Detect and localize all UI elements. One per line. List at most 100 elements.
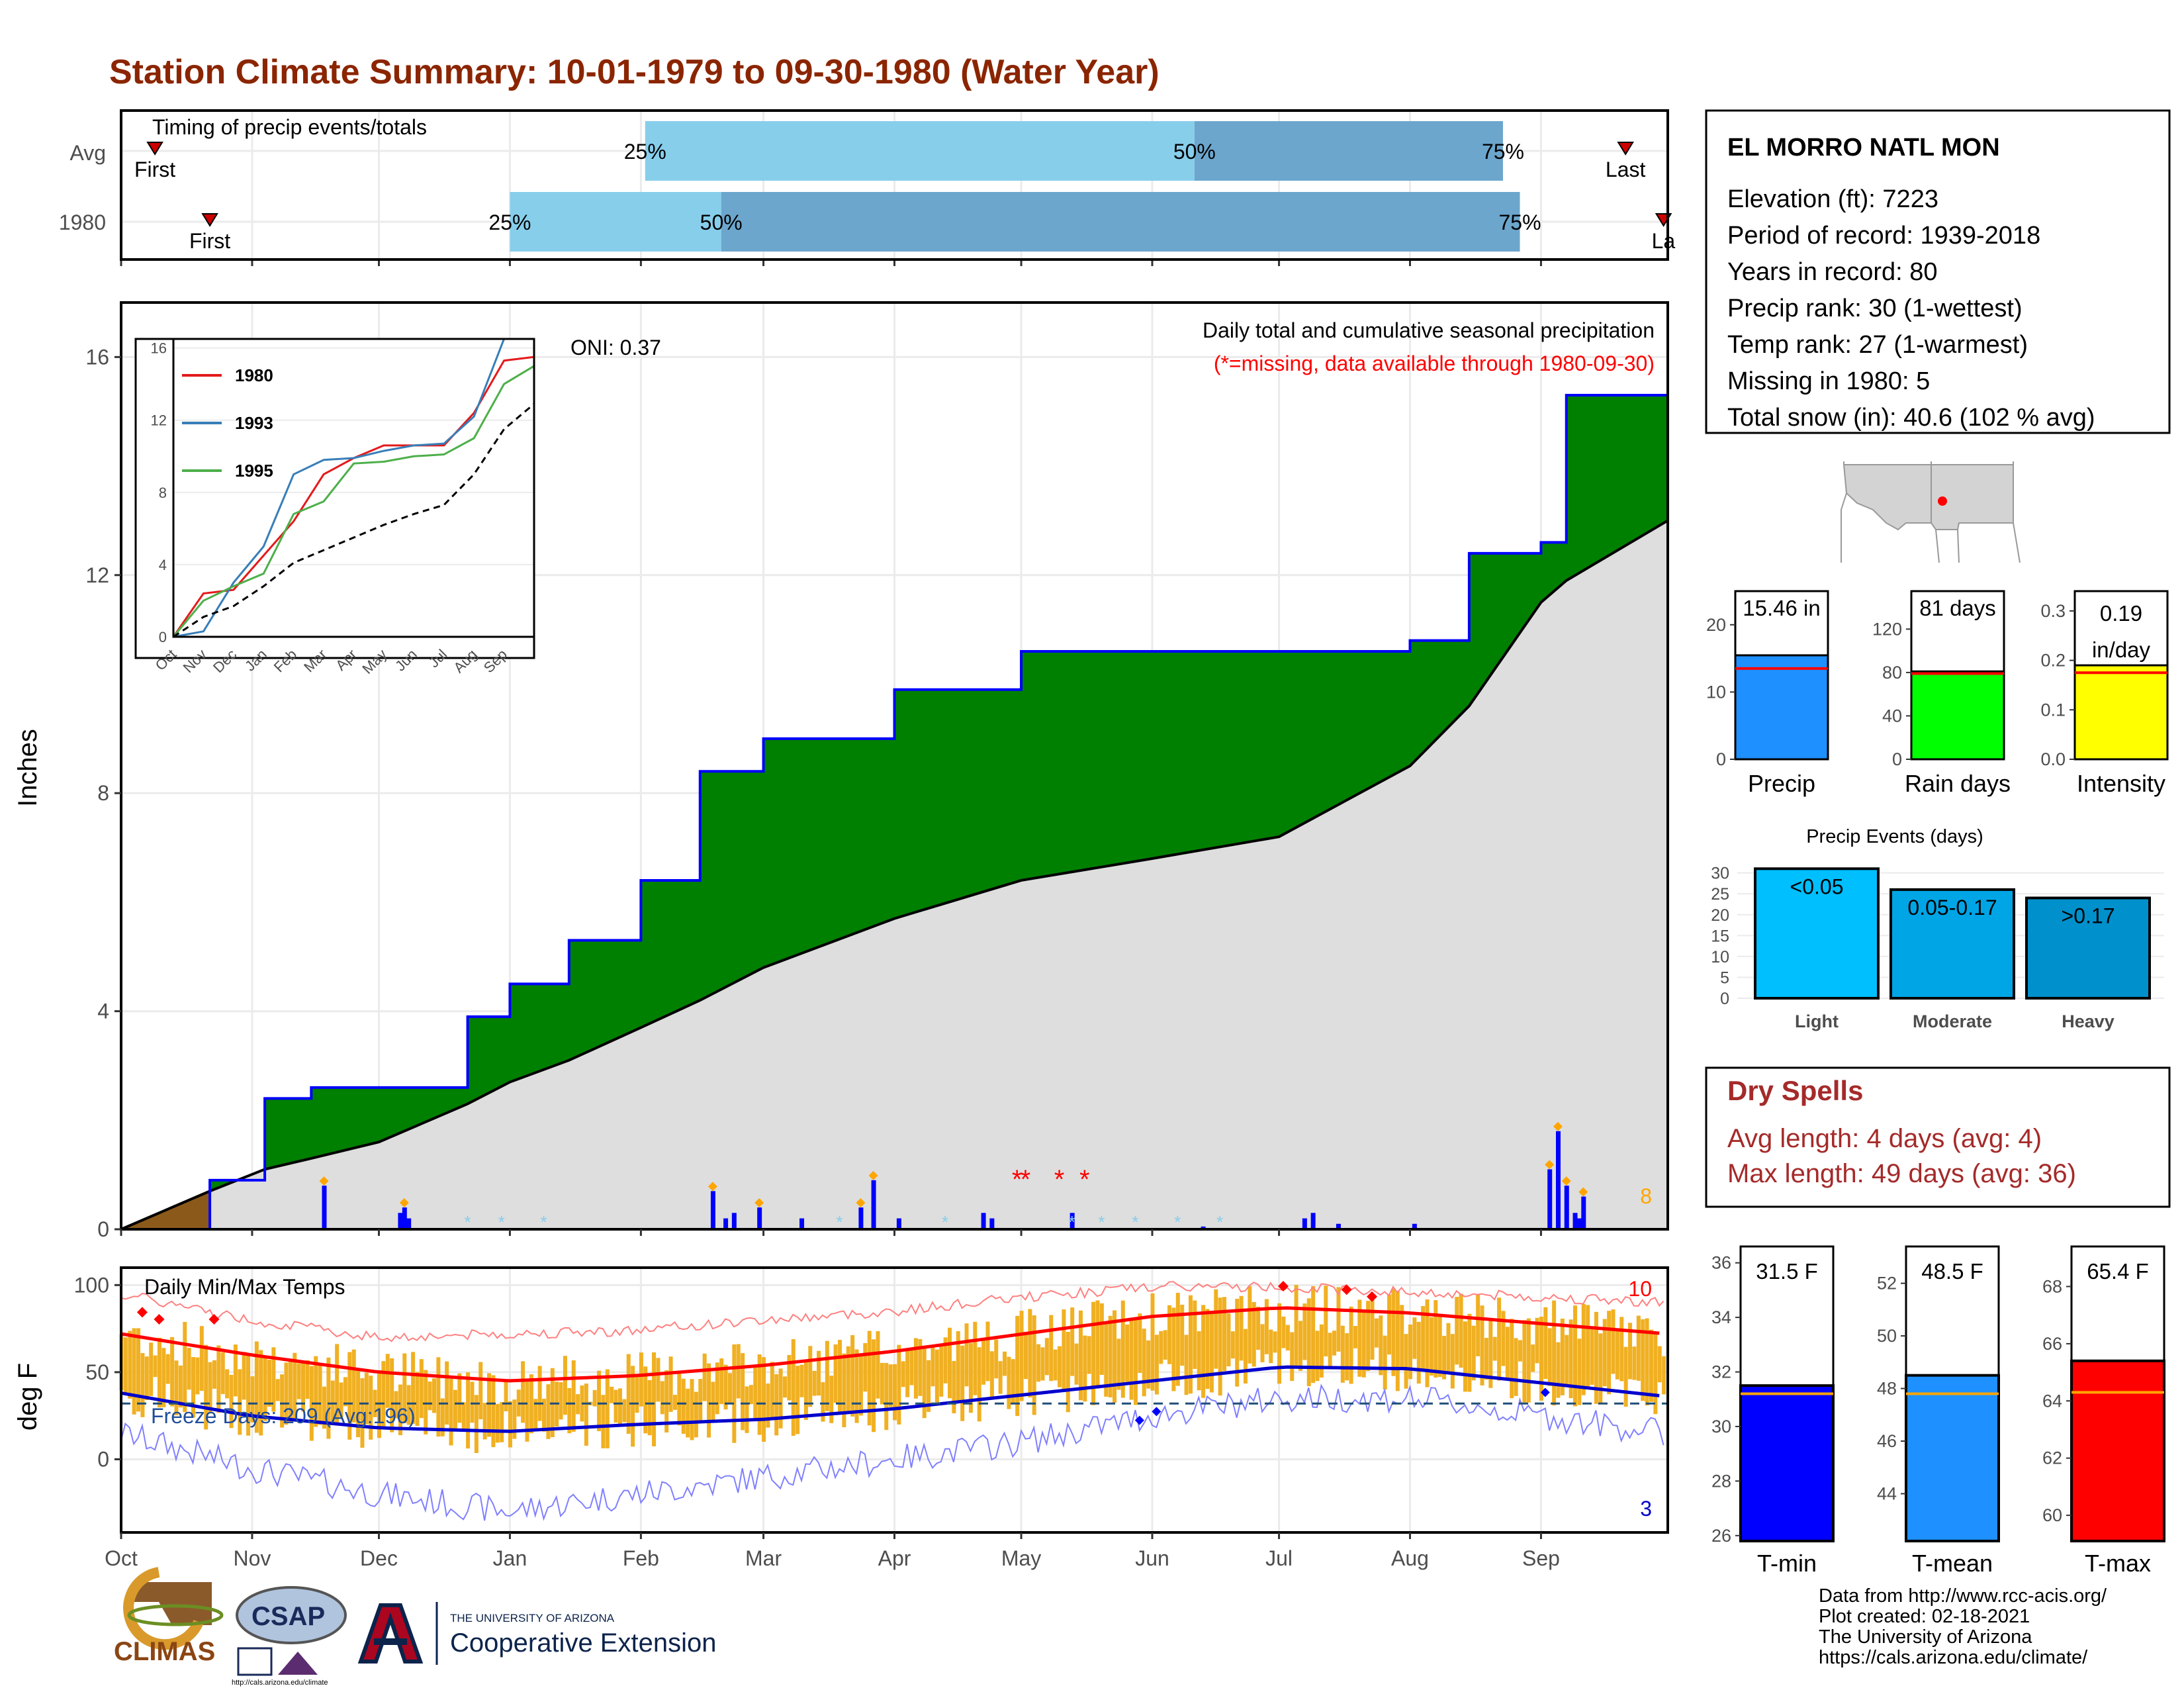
daily-temp-bar (1569, 1319, 1573, 1399)
daily-temp-bar (1023, 1331, 1028, 1380)
location-map (1839, 461, 2024, 564)
daily-temp-bar (698, 1379, 703, 1422)
daily-precip-bar (1581, 1196, 1586, 1229)
daily-temp-bar (787, 1354, 792, 1401)
daily-precip-bar (398, 1213, 403, 1229)
daily-temp-bar (782, 1376, 787, 1398)
daily-precip-bar (1310, 1213, 1316, 1229)
daily-temp-bar (643, 1366, 648, 1434)
daily-temp-bar (639, 1352, 643, 1407)
daily-temp-bar (1556, 1342, 1561, 1398)
daily-temp-bar (1607, 1311, 1612, 1395)
daily-temp-bar (981, 1340, 986, 1385)
events-tick-label: 0 (1720, 990, 1729, 1008)
events-tick-label: 10 (1711, 948, 1729, 966)
daily-temp-bar (1248, 1286, 1252, 1364)
daily-temp-bar (863, 1342, 868, 1392)
daily-temp-bar (736, 1344, 741, 1399)
temp-bar-fill (1739, 1384, 1835, 1543)
daily-temp-bar (309, 1366, 314, 1441)
daily-temp-bar (821, 1382, 825, 1422)
daily-temp-bar (723, 1364, 728, 1410)
events-tick-label: 20 (1711, 906, 1729, 925)
daily-temp-bar (1028, 1309, 1032, 1398)
daily-temp-bar (1408, 1324, 1412, 1380)
daily-precip-bar (731, 1213, 737, 1229)
daily-temp-bar (1636, 1315, 1641, 1381)
heavy-event-marker (1561, 1176, 1571, 1186)
month-tick-label: May (1001, 1546, 1041, 1570)
daily-temp-bar (702, 1353, 707, 1401)
first-event-label: First (189, 229, 230, 253)
station-location-dot (1938, 496, 1947, 506)
month-tick-label: Sep (1522, 1546, 1560, 1570)
temp-bar-tick-label: 66 (2042, 1334, 2062, 1354)
events-category-label: Moderate (1913, 1011, 1992, 1031)
ua-big-text: Cooperative Extension (450, 1628, 716, 1658)
daily-temp-bar (415, 1372, 420, 1427)
daily-temp-bar (1260, 1324, 1265, 1362)
month-tick-label: Mar (745, 1546, 782, 1570)
credit-line-3: The University of Arizona (1819, 1626, 2032, 1648)
inset-legend-label: 1995 (235, 461, 273, 481)
daily-temp-bar (1125, 1324, 1130, 1382)
daily-temp-bar (419, 1359, 424, 1419)
month-tick-label: Nov (233, 1546, 271, 1570)
snow-marker-icon: * (1132, 1212, 1138, 1232)
timing-q25-label: 25% (624, 140, 666, 164)
record-high-marker (1277, 1280, 1289, 1291)
record-high-marker (208, 1313, 220, 1325)
daily-temp-bar (567, 1387, 572, 1434)
daily-temp-bar (998, 1361, 1003, 1394)
daily-temp-bar (1040, 1347, 1045, 1381)
daily-temp-bar (876, 1331, 880, 1399)
snow-marker-icon: * (836, 1212, 842, 1232)
daily-temp-bar (948, 1327, 952, 1399)
daily-temp-bar (934, 1349, 939, 1403)
daily-temp-bar (1281, 1316, 1286, 1348)
daily-temp-bar (631, 1366, 635, 1447)
daily-temp-bar (1518, 1340, 1523, 1362)
daily-temp-bar (1269, 1329, 1273, 1364)
daily-precip-bar (858, 1207, 864, 1229)
summary-bar-tick-label: 80 (1882, 663, 1902, 682)
daily-temp-bar (1226, 1313, 1231, 1367)
daily-temp-bar (461, 1402, 466, 1431)
daily-temp-bar (1662, 1356, 1666, 1395)
daily-temp-bar (390, 1358, 394, 1432)
daily-temp-bar (1298, 1321, 1302, 1371)
daily-temp-bar (1463, 1321, 1468, 1392)
summary-bar-tick-label: 0.0 (2040, 749, 2066, 769)
credit-line-1: Data from http://www.rcc-acis.org/ (1819, 1585, 2107, 1607)
temp-bar-value: 65.4 F (2087, 1259, 2149, 1284)
daily-temp-bar (263, 1358, 267, 1421)
daily-temp-bar (267, 1360, 271, 1407)
station-name: EL MORRO NATL MON (1727, 134, 2000, 162)
daily-temp-bar (1235, 1299, 1240, 1387)
dry-spells-avg: Avg length: 4 days (avg: 4) (1727, 1124, 2042, 1153)
daily-temp-bar (157, 1337, 161, 1408)
daily-temp-bar (1425, 1299, 1430, 1387)
daily-temp-bar (707, 1363, 711, 1438)
daily-temp-bar (592, 1389, 597, 1407)
climas-logo: CLIMAS (114, 1567, 224, 1666)
daily-temp-bar (1332, 1331, 1337, 1356)
temp-bar-tick-label: 50 (1877, 1326, 1897, 1346)
daily-temp-bar (719, 1358, 724, 1405)
daily-temp-bar (123, 1337, 128, 1394)
daily-temp-bar (1535, 1317, 1539, 1364)
daily-temp-bar (1290, 1332, 1295, 1382)
daily-temp-bar (1273, 1331, 1277, 1353)
daily-temp-bar (482, 1403, 487, 1440)
daily-temp-bar (1087, 1336, 1091, 1374)
events-tick-label: 15 (1711, 927, 1729, 945)
daily-temp-bar (672, 1395, 677, 1410)
daily-temp-bar (351, 1349, 356, 1423)
daily-temp-bar (901, 1361, 905, 1387)
heavy-event-marker (319, 1176, 329, 1186)
daily-temp-bar (918, 1338, 923, 1396)
daily-temp-bar (1083, 1335, 1087, 1402)
daily-temp-bar (1615, 1328, 1619, 1380)
daily-temp-bar (394, 1391, 398, 1419)
